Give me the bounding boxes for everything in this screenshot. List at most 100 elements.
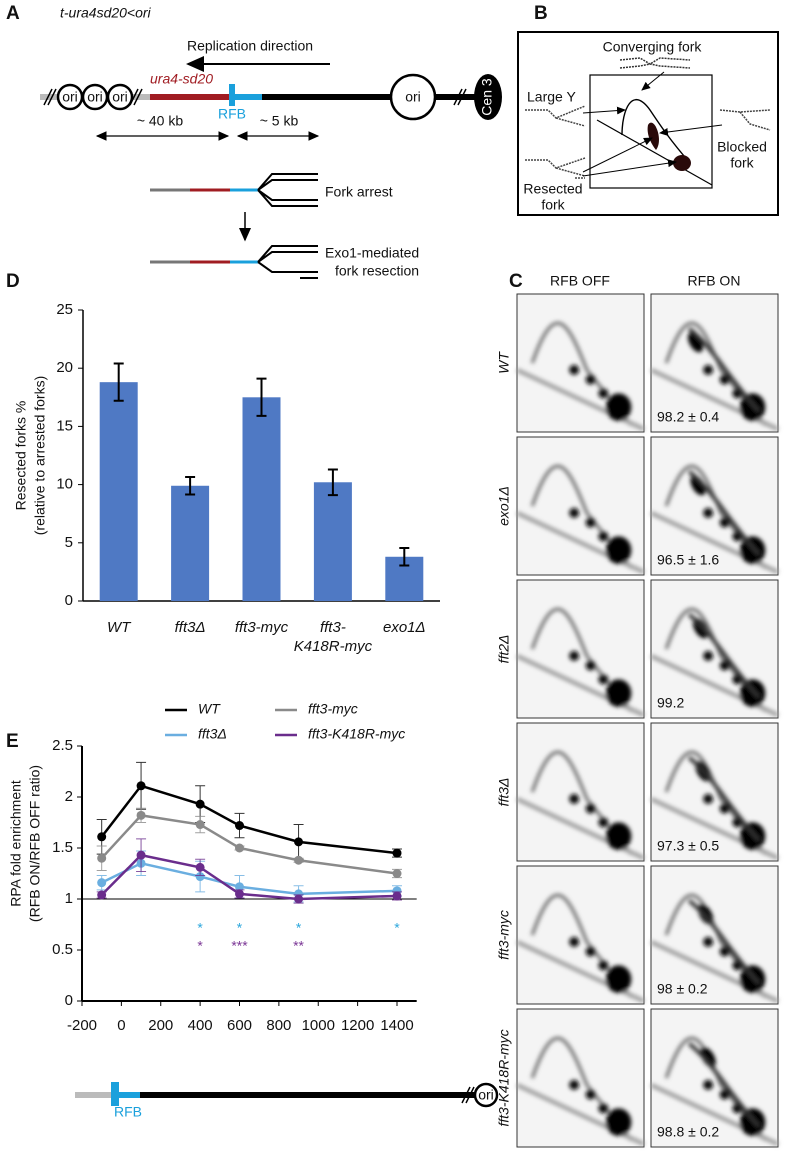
y-tick-label: 5 — [65, 534, 73, 551]
error-bar — [185, 476, 196, 496]
arc — [530, 1036, 633, 1142]
point — [136, 781, 146, 791]
centromere-label: Cen 3 — [479, 78, 495, 116]
blocked-spot — [690, 475, 706, 496]
series-line — [100, 814, 398, 875]
spot — [719, 517, 730, 528]
panel-label: E — [6, 731, 19, 752]
bar — [99, 382, 138, 601]
blocked-label: Blocked — [717, 139, 767, 155]
x-tick-label: 1000 — [302, 1017, 335, 1034]
gel-signal — [650, 1036, 779, 1147]
gel-signal — [650, 893, 779, 1004]
spot — [719, 803, 730, 814]
strain-label: fft2Δ — [496, 635, 512, 664]
frame — [517, 31, 779, 216]
spot — [703, 364, 714, 375]
y-tick-label: 20 — [56, 359, 73, 376]
ori-label: ori — [478, 1087, 494, 1103]
panel-label: C — [509, 271, 523, 292]
fork-arrest-label: Fork arrest — [325, 184, 393, 200]
y-tick-label: 15 — [56, 417, 73, 434]
spot — [598, 674, 609, 685]
x-tick-label: K418R-myc — [294, 638, 373, 655]
spot — [719, 946, 730, 957]
spot — [605, 965, 632, 993]
rfb-label: RFB — [114, 1104, 142, 1120]
point — [392, 891, 402, 901]
gel-image — [650, 579, 779, 719]
arc — [687, 612, 761, 699]
panel-b: Converging fork Large Y Blocked fork Res… — [517, 31, 779, 216]
spot — [585, 803, 596, 814]
y-tick-label: 0.5 — [52, 941, 73, 958]
arrest-value: 97.3 ± 0.5 — [657, 838, 719, 854]
y-tick-label: 0 — [65, 992, 73, 1009]
error-bar — [256, 377, 267, 417]
ori-label: ori — [405, 89, 421, 105]
strain-label: fft3-K418R-myc — [496, 1029, 512, 1126]
gel-image — [650, 293, 779, 433]
bar — [313, 482, 352, 601]
x-tick-label: fft3Δ — [175, 619, 206, 636]
bar — [242, 397, 281, 601]
gel-signal — [650, 464, 779, 575]
distance-label: ~ 5 kb — [260, 113, 299, 129]
arc — [687, 755, 761, 842]
spot — [598, 388, 609, 399]
arrested-fork — [150, 173, 318, 207]
spot — [605, 536, 632, 564]
spot — [569, 364, 580, 375]
significance: * — [197, 920, 203, 936]
blocked-spot — [700, 1047, 716, 1068]
spot — [703, 1079, 714, 1090]
rfb-label: RFB — [218, 106, 246, 122]
spot — [605, 1108, 632, 1136]
point — [136, 850, 146, 860]
arrest-value: 96.5 ± 1.6 — [657, 552, 719, 568]
point — [97, 853, 107, 863]
significance: ** — [293, 938, 304, 954]
gel-image — [650, 722, 779, 862]
point — [235, 843, 244, 853]
x-tick-label: 1200 — [341, 1017, 374, 1034]
x-tick-label: fft3-myc — [235, 619, 289, 636]
point — [294, 894, 304, 904]
x-tick-label: 400 — [188, 1017, 213, 1034]
spot — [585, 517, 596, 528]
arc — [687, 898, 761, 985]
panel-label: D — [6, 271, 20, 292]
gel-image — [516, 579, 645, 719]
series-line — [100, 853, 398, 901]
point — [294, 855, 304, 865]
gel-image — [516, 865, 645, 1005]
spot — [585, 1089, 596, 1100]
spot — [569, 507, 580, 518]
resected-label: Resected — [523, 181, 582, 197]
gene-label: ura4-sd20 — [150, 71, 213, 87]
spot — [719, 660, 730, 671]
arrest-value: 98.2 ± 0.4 — [657, 409, 719, 425]
column-label: RFB ON — [688, 273, 741, 289]
y-tick-label: 0 — [65, 592, 73, 609]
gel-image — [650, 436, 779, 576]
y-tick-label: 2.5 — [52, 737, 73, 754]
strain-label: fft3Δ — [496, 778, 512, 807]
y-axis-label: RPA fold enrichment — [8, 780, 24, 907]
y-tick-label: 10 — [56, 476, 73, 493]
spot — [703, 793, 714, 804]
point — [235, 821, 244, 831]
gel-signal — [516, 1036, 645, 1147]
spot — [719, 1089, 730, 1100]
error-bar — [113, 362, 124, 402]
ori-circle — [473, 1082, 499, 1108]
point — [392, 848, 402, 858]
panel-a: t-ura4sd20<ori Replication direction ori… — [40, 5, 502, 279]
spot — [569, 793, 580, 804]
arrest-value: 98.8 ± 0.2 — [657, 1124, 719, 1140]
panel-label: A — [6, 3, 20, 24]
x-tick-label: -200 — [67, 1017, 97, 1034]
spot — [598, 960, 609, 971]
